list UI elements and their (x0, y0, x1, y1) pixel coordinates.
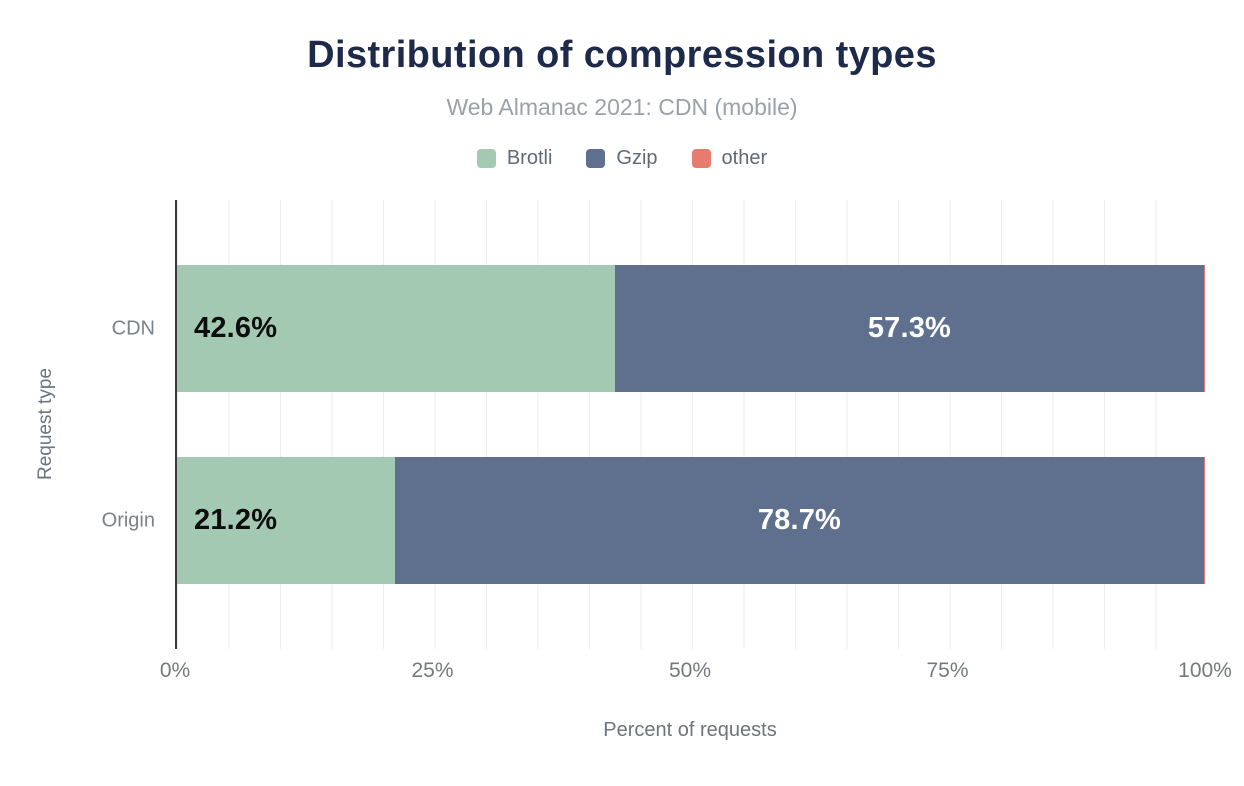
value-label: 42.6% (194, 312, 278, 344)
legend-label: Gzip (616, 147, 658, 169)
x-tick-50-: 50% (668, 659, 712, 682)
x-tick-25-: 25% (411, 659, 454, 682)
plot-area: 42.6% 57.3% 21.2% 78.7% (175, 200, 1205, 649)
bar-segment-other (1203, 457, 1205, 584)
bar-segment-gzip: 57.3% (614, 265, 1204, 392)
bar-row-cdn: 42.6% 57.3% (177, 265, 1205, 392)
bar-segment-other (1203, 265, 1205, 392)
x-axis-title: Percent of requests (603, 719, 777, 741)
x-axis-tick-labels: 0% 25% 50% 75% 100% (160, 659, 1232, 687)
y-tick-cdn: CDN (111, 317, 155, 339)
bar-row-origin: 21.2% 78.7% (177, 457, 1205, 584)
x-tick-100-: 100% (1178, 659, 1232, 682)
bar-segment-gzip: 78.7% (394, 457, 1204, 584)
legend-swatch-brotli (476, 149, 496, 168)
bar-segment-brotli: 42.6% (177, 265, 615, 392)
x-tick-75-: 75% (926, 659, 969, 682)
value-label: 78.7% (757, 504, 842, 536)
legend-item-other: other (691, 147, 768, 170)
value-label: 57.3% (867, 312, 952, 344)
y-axis-tick-labels: CDN Origin (0, 200, 155, 649)
bar-segment-brotli: 21.2% (177, 457, 395, 584)
chart-title: Distribution of compression types (307, 34, 937, 76)
legend-swatch-other (691, 149, 711, 168)
chart-subtitle: Web Almanac 2021: CDN (mobile) (446, 94, 798, 120)
legend-label: other (721, 147, 768, 169)
legend-item-gzip: Gzip (586, 147, 658, 170)
legend-swatch-gzip (586, 149, 606, 168)
legend: Brotli Gzip other (0, 147, 1244, 170)
legend-item-brotli: Brotli (476, 147, 553, 170)
x-tick-0-: 0% (159, 659, 191, 682)
value-label: 21.2% (194, 504, 278, 536)
legend-label: Brotli (506, 147, 553, 169)
y-tick-origin: Origin (101, 509, 155, 531)
